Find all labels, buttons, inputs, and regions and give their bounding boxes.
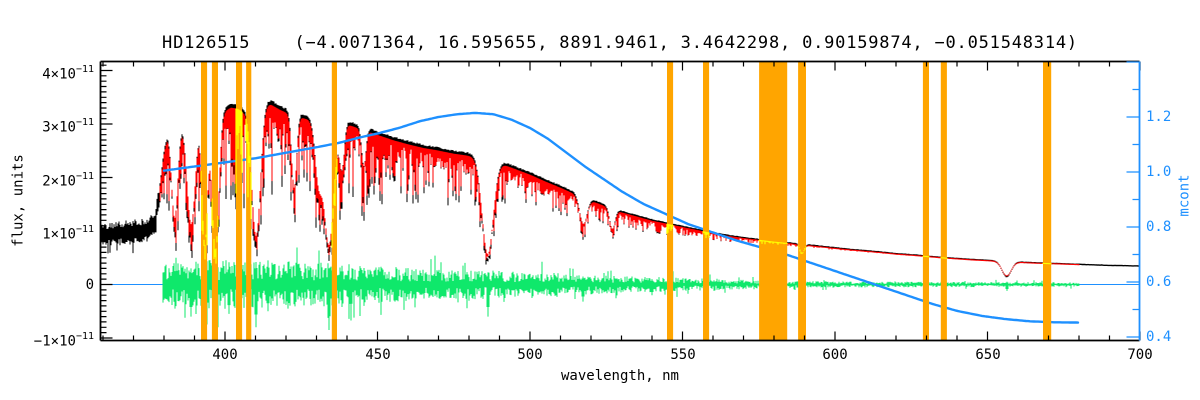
- y-right-tick-label: 1.2: [1146, 109, 1172, 125]
- y-left-tick-label: 0: [85, 277, 94, 293]
- masked-model-overlay: [200, 108, 1052, 265]
- mask-band: [211, 61, 218, 341]
- mask-band: [1043, 61, 1052, 341]
- chart-title: HD126515 (−4.0071364, 16.595655, 8891.94…: [162, 33, 1078, 53]
- mask-band: [236, 61, 243, 341]
- x-axis-title: wavelength, nm: [560, 368, 679, 384]
- right-axis-ticks: [1126, 61, 1140, 338]
- mask-band: [667, 61, 674, 341]
- observed-spectrum: [100, 100, 1140, 278]
- mask-band: [201, 61, 208, 341]
- mask-band: [246, 61, 252, 341]
- y-right-tick-label: 0.8: [1146, 219, 1172, 235]
- mask-band: [922, 61, 929, 341]
- mask-band: [703, 61, 710, 341]
- axis-ticks: [100, 61, 1141, 341]
- y-right-tick-label: 0.6: [1146, 274, 1172, 290]
- y-left-tick-label: 3×10−11: [42, 117, 94, 136]
- mask-band: [940, 61, 947, 341]
- x-tick-label: 550: [670, 347, 696, 363]
- x-tick-label: 500: [517, 347, 543, 363]
- x-tick-label: 400: [212, 347, 238, 363]
- mask-band: [759, 61, 788, 341]
- x-tick-label: 650: [975, 347, 1001, 363]
- y-left-tick-label: 1×10−11: [42, 224, 94, 243]
- x-tick-label: 700: [1127, 347, 1153, 363]
- y-left-tick-label: 4×10−11: [42, 64, 94, 83]
- x-tick-label: 600: [822, 347, 848, 363]
- mask-band: [798, 61, 806, 341]
- y-left-tick-label: −1×10−11: [33, 331, 94, 350]
- y-right-tick-label: 1.0: [1146, 164, 1172, 180]
- y-right-tick-label: 0.4: [1146, 329, 1172, 345]
- y-left-tick-label: 2×10−11: [42, 171, 94, 190]
- x-tick-label: 450: [365, 347, 391, 363]
